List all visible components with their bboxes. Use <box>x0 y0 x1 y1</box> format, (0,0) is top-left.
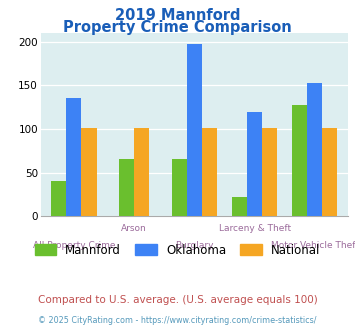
Text: Compared to U.S. average. (U.S. average equals 100): Compared to U.S. average. (U.S. average … <box>38 295 317 305</box>
Bar <box>119 159 134 216</box>
Text: Motor Vehicle Theft: Motor Vehicle Theft <box>271 241 355 250</box>
Text: © 2025 CityRating.com - https://www.cityrating.com/crime-statistics/: © 2025 CityRating.com - https://www.city… <box>38 316 317 325</box>
Bar <box>202 128 217 216</box>
Bar <box>292 105 307 216</box>
Text: Larceny & Theft: Larceny & Theft <box>219 224 291 233</box>
Text: 2019 Mannford: 2019 Mannford <box>115 8 240 23</box>
Bar <box>232 197 247 216</box>
Legend: Mannford, Oklahoma, National: Mannford, Oklahoma, National <box>30 239 325 261</box>
Bar <box>81 128 97 216</box>
Bar <box>66 98 81 216</box>
Bar <box>307 83 322 216</box>
Text: All Property Crime: All Property Crime <box>33 241 115 250</box>
Text: Burglary: Burglary <box>175 241 214 250</box>
Bar <box>322 128 337 216</box>
Text: Property Crime Comparison: Property Crime Comparison <box>63 20 292 35</box>
Bar <box>187 44 202 216</box>
Bar <box>262 128 277 216</box>
Bar <box>134 128 149 216</box>
Text: Arson: Arson <box>121 224 147 233</box>
Bar <box>172 159 187 216</box>
Bar <box>247 112 262 216</box>
Bar <box>51 181 66 216</box>
